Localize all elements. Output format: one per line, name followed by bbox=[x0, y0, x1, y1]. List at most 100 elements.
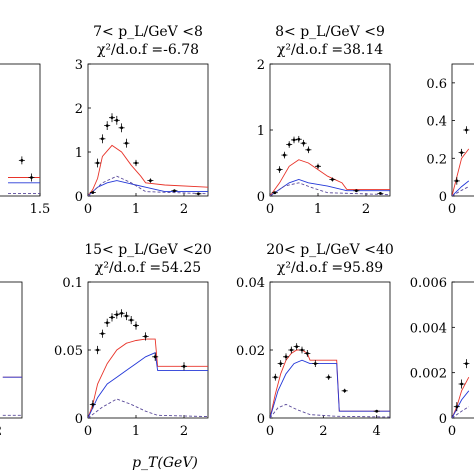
y-tick-label: 0.002 bbox=[410, 367, 447, 382]
plot-area bbox=[88, 309, 208, 418]
data-point bbox=[115, 313, 119, 317]
x-tick-label: 1 bbox=[132, 424, 140, 439]
y-tick-label: 0.04 bbox=[236, 276, 265, 291]
data-point bbox=[144, 335, 148, 338]
data-point bbox=[355, 189, 358, 193]
plot-area bbox=[8, 156, 40, 194]
x-tick-label: 0 bbox=[84, 424, 92, 439]
plot-area bbox=[88, 113, 208, 196]
data-point bbox=[289, 348, 293, 352]
series-blue-line bbox=[270, 179, 390, 196]
data-point bbox=[125, 141, 128, 145]
axes-box bbox=[269, 281, 391, 419]
data-point bbox=[91, 191, 95, 194]
y-tick-label: 0.2 bbox=[426, 152, 447, 167]
x-tick-label: 2 bbox=[362, 202, 370, 217]
series-dashed-line bbox=[88, 175, 208, 196]
data-point bbox=[307, 148, 310, 152]
series-blue-line bbox=[452, 390, 470, 418]
data-point bbox=[292, 138, 296, 142]
y-tick-label: 0 bbox=[439, 412, 447, 427]
x-tick-label: 0 bbox=[84, 202, 92, 217]
x-tick-label: 1 bbox=[314, 202, 322, 217]
data-point bbox=[125, 314, 128, 318]
plot-area bbox=[452, 359, 470, 418]
y-tick-label: 1 bbox=[257, 124, 265, 139]
x-tick-label: 2 bbox=[180, 424, 188, 439]
y-tick-label: 0.1 bbox=[62, 276, 83, 291]
plot-area bbox=[2, 376, 22, 416]
axes-box bbox=[269, 63, 391, 197]
x-tick-label: 0 bbox=[266, 202, 274, 217]
data-point bbox=[287, 143, 291, 146]
series-blue-line bbox=[270, 359, 390, 418]
data-point bbox=[460, 382, 463, 386]
data-point bbox=[273, 191, 277, 195]
data-point bbox=[120, 126, 123, 130]
series-dashed-line bbox=[452, 406, 470, 418]
plot-area bbox=[270, 343, 390, 418]
x-tick-label: 0 bbox=[448, 424, 456, 439]
data-point bbox=[460, 151, 463, 155]
axes-box bbox=[451, 63, 474, 197]
figure-xlabel: p_T(GeV) bbox=[132, 455, 198, 471]
panel-r1c0: <152.912 bbox=[0, 281, 23, 439]
data-point bbox=[120, 311, 123, 315]
data-point bbox=[305, 352, 309, 355]
data-point bbox=[343, 389, 347, 393]
series-dashed-line bbox=[88, 398, 208, 418]
data-point bbox=[273, 375, 277, 379]
y-tick-label: 3 bbox=[75, 58, 83, 73]
data-point bbox=[297, 137, 301, 141]
panel-title: 15< p_L/GeV <20 bbox=[84, 242, 212, 258]
y-tick-label: 0 bbox=[257, 190, 265, 205]
data-point bbox=[101, 137, 104, 141]
x-tick-label: 2 bbox=[180, 202, 188, 217]
panel-r0c1: 7< p_L/GeV <8 χ²/d.o.f =-6.78 0 1 2 0 1 2 3 bbox=[75, 24, 209, 217]
series-blue-line bbox=[88, 352, 208, 418]
data-point bbox=[302, 141, 305, 145]
data-point bbox=[129, 318, 133, 322]
data-point bbox=[105, 321, 109, 325]
panel-r0c2: 8< p_L/GeV <9 χ²/d.o.f =38.14 0 1 2 0 1 2 bbox=[257, 24, 391, 217]
data-point bbox=[115, 118, 119, 122]
data-point bbox=[465, 128, 468, 132]
data-point bbox=[134, 161, 138, 165]
axes-box bbox=[87, 63, 209, 197]
data-point bbox=[313, 362, 317, 365]
data-point bbox=[149, 179, 152, 183]
data-point bbox=[182, 364, 186, 368]
series-red-line bbox=[88, 144, 208, 196]
data-point bbox=[278, 168, 281, 172]
panel-r1c2: 20< p_L/GeV <40 χ²/d.o.f =95.89 0 2 4 0 0.02 0.… bbox=[236, 242, 394, 439]
panel-chi2: χ²/d.o.f =54.25 bbox=[95, 260, 201, 276]
panel-chi2: χ²/d.o.f =-6.78 bbox=[97, 42, 199, 58]
data-point bbox=[379, 191, 382, 195]
panel-r0c3: 9<χ²000.20.40.6 bbox=[426, 63, 474, 217]
data-point bbox=[375, 409, 379, 413]
series-blue-line bbox=[88, 180, 208, 196]
series-dashed-line bbox=[270, 403, 390, 418]
data-point bbox=[153, 355, 157, 359]
panel-title: 20< p_L/GeV <40 bbox=[266, 242, 394, 258]
data-point bbox=[134, 324, 138, 327]
x-tick-label: 1 bbox=[132, 202, 140, 217]
y-tick-label: 0.02 bbox=[236, 344, 265, 359]
data-point bbox=[455, 405, 459, 409]
panel-chi2: χ²/d.o.f =95.89 bbox=[277, 260, 383, 276]
data-point bbox=[110, 315, 114, 319]
data-point bbox=[197, 192, 200, 196]
y-tick-label: 0.6 bbox=[426, 77, 447, 92]
data-point bbox=[101, 332, 104, 336]
data-point bbox=[105, 124, 109, 127]
x-tick-label: 2 bbox=[0, 424, 2, 439]
data-point bbox=[331, 178, 334, 181]
panel-r0c0: <71.21.5 bbox=[0, 63, 50, 217]
axes-box bbox=[0, 63, 41, 197]
panel-title: 8< p_L/GeV <9 bbox=[275, 24, 385, 40]
x-tick-label: 0 bbox=[448, 202, 456, 217]
data-point bbox=[96, 161, 99, 165]
data-point bbox=[300, 348, 304, 352]
data-point bbox=[465, 362, 468, 365]
